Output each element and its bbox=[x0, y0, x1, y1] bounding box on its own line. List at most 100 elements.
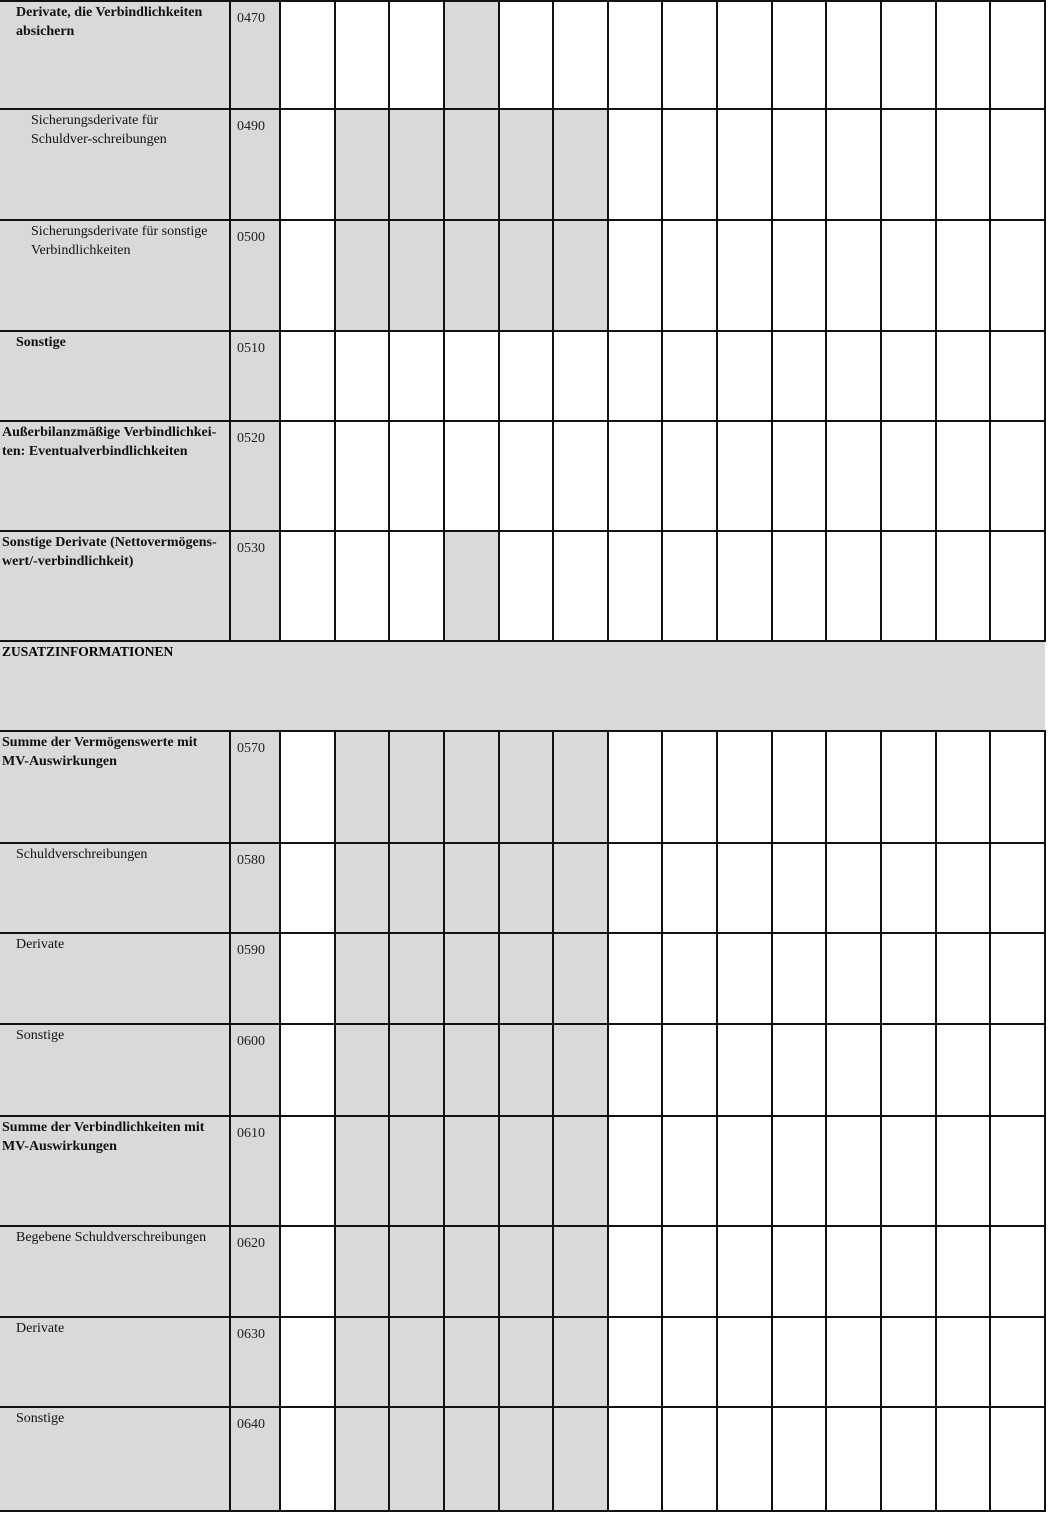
input-cell[interactable] bbox=[770, 932, 828, 1025]
input-cell[interactable] bbox=[716, 420, 773, 532]
input-cell[interactable] bbox=[880, 420, 937, 532]
input-cell[interactable] bbox=[770, 219, 828, 332]
input-cell[interactable] bbox=[606, 1316, 664, 1408]
input-cell[interactable] bbox=[825, 932, 883, 1025]
input-cell[interactable] bbox=[279, 1316, 336, 1408]
input-cell[interactable] bbox=[934, 330, 992, 422]
input-cell[interactable] bbox=[825, 108, 883, 221]
input-cell[interactable] bbox=[661, 108, 719, 221]
input-cell[interactable] bbox=[934, 420, 992, 532]
input-cell[interactable] bbox=[716, 530, 773, 642]
input-cell[interactable] bbox=[497, 330, 555, 422]
input-cell[interactable] bbox=[989, 932, 1046, 1025]
input-cell[interactable] bbox=[770, 108, 828, 221]
input-cell[interactable] bbox=[333, 330, 391, 422]
input-cell[interactable] bbox=[716, 1225, 773, 1318]
input-cell[interactable] bbox=[279, 842, 336, 934]
input-cell[interactable] bbox=[279, 1225, 336, 1318]
input-cell[interactable] bbox=[716, 1316, 773, 1408]
input-cell[interactable] bbox=[661, 1316, 719, 1408]
input-cell[interactable] bbox=[716, 330, 773, 422]
input-cell[interactable] bbox=[279, 932, 336, 1025]
input-cell[interactable] bbox=[606, 1115, 664, 1227]
input-cell[interactable] bbox=[279, 108, 336, 221]
input-cell[interactable] bbox=[716, 108, 773, 221]
input-cell[interactable] bbox=[333, 0, 391, 110]
input-cell[interactable] bbox=[989, 108, 1046, 221]
input-cell[interactable] bbox=[934, 1115, 992, 1227]
input-cell[interactable] bbox=[825, 1225, 883, 1318]
input-cell[interactable] bbox=[661, 1225, 719, 1318]
input-cell[interactable] bbox=[552, 0, 609, 110]
input-cell[interactable] bbox=[552, 330, 609, 422]
input-cell[interactable] bbox=[770, 0, 828, 110]
input-cell[interactable] bbox=[716, 1406, 773, 1512]
input-cell[interactable] bbox=[661, 420, 719, 532]
input-cell[interactable] bbox=[279, 730, 336, 844]
input-cell[interactable] bbox=[661, 330, 719, 422]
input-cell[interactable] bbox=[770, 1023, 828, 1117]
input-cell[interactable] bbox=[606, 730, 664, 844]
input-cell[interactable] bbox=[716, 219, 773, 332]
input-cell[interactable] bbox=[770, 1225, 828, 1318]
input-cell[interactable] bbox=[606, 842, 664, 934]
input-cell[interactable] bbox=[279, 219, 336, 332]
input-cell[interactable] bbox=[989, 842, 1046, 934]
input-cell[interactable] bbox=[606, 530, 664, 642]
input-cell[interactable] bbox=[880, 1023, 937, 1117]
input-cell[interactable] bbox=[825, 1316, 883, 1408]
input-cell[interactable] bbox=[606, 1225, 664, 1318]
input-cell[interactable] bbox=[825, 330, 883, 422]
input-cell[interactable] bbox=[333, 420, 391, 532]
input-cell[interactable] bbox=[661, 842, 719, 934]
input-cell[interactable] bbox=[934, 219, 992, 332]
input-cell[interactable] bbox=[497, 420, 555, 532]
input-cell[interactable] bbox=[333, 530, 391, 642]
input-cell[interactable] bbox=[279, 330, 336, 422]
input-cell[interactable] bbox=[279, 420, 336, 532]
input-cell[interactable] bbox=[279, 530, 336, 642]
input-cell[interactable] bbox=[552, 420, 609, 532]
input-cell[interactable] bbox=[989, 1316, 1046, 1408]
input-cell[interactable] bbox=[716, 1115, 773, 1227]
input-cell[interactable] bbox=[934, 730, 992, 844]
input-cell[interactable] bbox=[934, 0, 992, 110]
input-cell[interactable] bbox=[825, 730, 883, 844]
input-cell[interactable] bbox=[770, 730, 828, 844]
input-cell[interactable] bbox=[880, 108, 937, 221]
input-cell[interactable] bbox=[716, 1023, 773, 1117]
input-cell[interactable] bbox=[989, 1115, 1046, 1227]
input-cell[interactable] bbox=[716, 932, 773, 1025]
input-cell[interactable] bbox=[716, 0, 773, 110]
input-cell[interactable] bbox=[606, 0, 664, 110]
input-cell[interactable] bbox=[989, 1225, 1046, 1318]
input-cell[interactable] bbox=[661, 530, 719, 642]
input-cell[interactable] bbox=[825, 0, 883, 110]
input-cell[interactable] bbox=[989, 420, 1046, 532]
input-cell[interactable] bbox=[825, 219, 883, 332]
input-cell[interactable] bbox=[770, 1406, 828, 1512]
input-cell[interactable] bbox=[989, 730, 1046, 844]
input-cell[interactable] bbox=[989, 0, 1046, 110]
input-cell[interactable] bbox=[934, 1406, 992, 1512]
input-cell[interactable] bbox=[661, 730, 719, 844]
input-cell[interactable] bbox=[770, 842, 828, 934]
input-cell[interactable] bbox=[989, 219, 1046, 332]
input-cell[interactable] bbox=[934, 842, 992, 934]
input-cell[interactable] bbox=[552, 530, 609, 642]
input-cell[interactable] bbox=[606, 1406, 664, 1512]
input-cell[interactable] bbox=[825, 1023, 883, 1117]
input-cell[interactable] bbox=[279, 1023, 336, 1117]
input-cell[interactable] bbox=[606, 932, 664, 1025]
input-cell[interactable] bbox=[661, 0, 719, 110]
input-cell[interactable] bbox=[716, 730, 773, 844]
input-cell[interactable] bbox=[388, 530, 445, 642]
input-cell[interactable] bbox=[442, 420, 500, 532]
input-cell[interactable] bbox=[934, 1225, 992, 1318]
input-cell[interactable] bbox=[825, 530, 883, 642]
input-cell[interactable] bbox=[825, 1115, 883, 1227]
input-cell[interactable] bbox=[880, 842, 937, 934]
input-cell[interactable] bbox=[934, 932, 992, 1025]
input-cell[interactable] bbox=[989, 530, 1046, 642]
input-cell[interactable] bbox=[606, 1023, 664, 1117]
